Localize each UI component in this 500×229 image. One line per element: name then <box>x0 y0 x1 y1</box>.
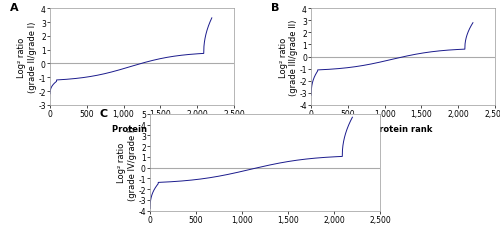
Y-axis label: Log² ratio
(grade III/grade II): Log² ratio (grade III/grade II) <box>278 19 298 95</box>
Text: C: C <box>100 109 108 119</box>
Text: A: A <box>10 3 18 13</box>
X-axis label: Protein rank: Protein rank <box>374 124 432 133</box>
Y-axis label: Log² ratio
(grade II/grade I): Log² ratio (grade II/grade I) <box>18 22 37 93</box>
Y-axis label: Log² ratio
(grade IV/grade I): Log² ratio (grade IV/grade I) <box>118 125 137 200</box>
Text: B: B <box>270 3 279 13</box>
X-axis label: Protein rank: Protein rank <box>112 124 172 133</box>
